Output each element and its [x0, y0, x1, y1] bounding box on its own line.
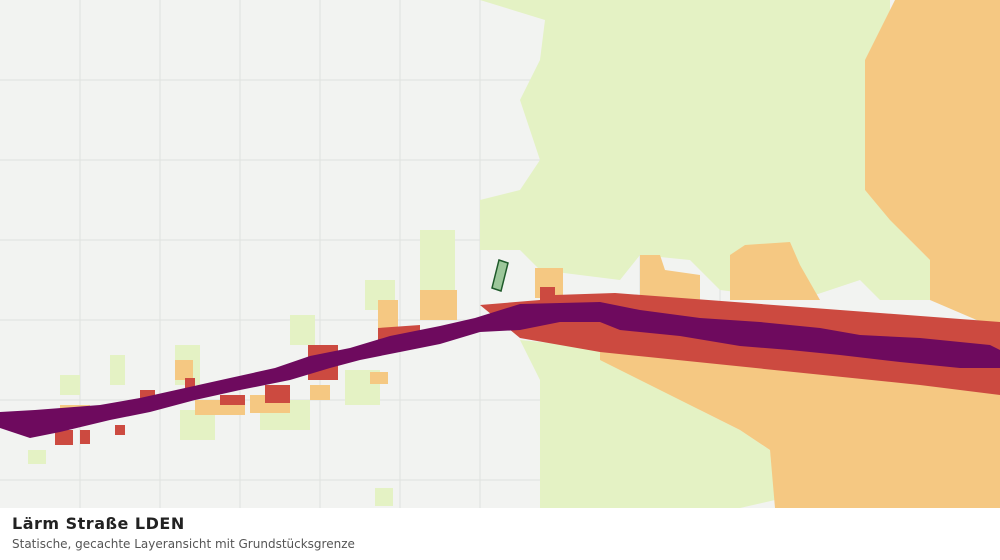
noise-zone-medium [60, 0, 1000, 508]
caption: Lärm Straße LDEN Statische, gecachte Lay… [0, 508, 1000, 560]
map-title: Lärm Straße LDEN [12, 514, 185, 533]
map-subtitle: Statische, gecachte Layeransicht mit Gru… [12, 537, 355, 551]
parcel-boundary[interactable] [491, 259, 509, 292]
noise-zone-very-high [0, 302, 1000, 438]
noise-map [0, 0, 1000, 508]
